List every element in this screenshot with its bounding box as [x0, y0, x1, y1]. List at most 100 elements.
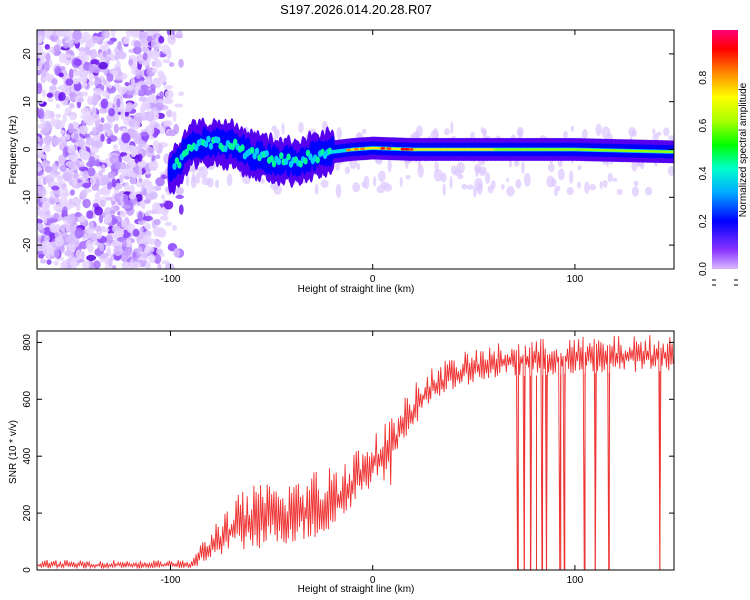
noise-blob — [49, 222, 57, 233]
signal-core — [232, 138, 238, 146]
noise-blob — [142, 52, 148, 61]
signal-core — [276, 158, 282, 166]
noise-blob — [90, 146, 99, 154]
noise-blob — [589, 183, 596, 191]
noise-blob — [73, 71, 81, 77]
spectrogram-y-tick-label: 20 — [22, 48, 33, 60]
signal-core — [208, 142, 214, 150]
noise-blob — [101, 164, 106, 173]
noise-blob — [106, 73, 114, 82]
noise-blob — [82, 198, 91, 209]
noise-blob — [107, 48, 112, 55]
spectrogram-y-tick-label: 10 — [22, 96, 33, 108]
noise-blob — [101, 187, 110, 193]
noise-blob — [87, 244, 94, 253]
noise-blob — [122, 155, 132, 161]
noise-blob — [68, 111, 77, 121]
signal-core — [286, 153, 291, 161]
noise-blob — [98, 214, 104, 224]
noise-blob — [120, 251, 129, 262]
noise-blob — [130, 145, 139, 156]
spectrogram-y-tick-label: -20 — [22, 237, 33, 252]
noise-blob — [376, 185, 386, 194]
noise-blob — [387, 158, 392, 173]
spectrogram-x-tick-label: 100 — [567, 274, 584, 285]
noise-blob — [150, 39, 157, 49]
noise-blob — [37, 218, 43, 225]
noise-blob — [115, 160, 122, 170]
noise-blob — [164, 89, 174, 99]
noise-blob — [320, 179, 329, 188]
noise-blob — [82, 72, 88, 84]
noise-blob — [72, 30, 83, 41]
noise-blob — [111, 200, 116, 206]
snr-x-tick-label: 100 — [567, 575, 584, 586]
noise-blob — [595, 123, 602, 136]
noise-blob — [131, 172, 138, 179]
noise-blob — [185, 175, 190, 187]
noise-blob — [145, 146, 155, 158]
noise-blob — [117, 71, 124, 77]
noise-blob — [69, 103, 75, 109]
noise-blob — [472, 186, 477, 198]
noise-blob — [102, 79, 107, 86]
noise-blob — [148, 160, 155, 171]
noise-blob — [141, 101, 151, 111]
noise-blob — [151, 61, 156, 67]
colorbar-tick-label: 0.8 — [698, 70, 709, 84]
noise-blob — [80, 107, 90, 116]
noise-blob — [111, 178, 117, 188]
figure-title: S197.2026.014.20.28.R07 — [280, 2, 432, 17]
noise-blob — [80, 251, 85, 259]
noise-blob — [155, 248, 163, 255]
noise-blob — [582, 128, 588, 141]
signal-core — [206, 135, 211, 143]
noise-blob — [40, 69, 47, 78]
noise-blob — [612, 177, 618, 182]
noise-blob — [106, 137, 112, 145]
noise-blob — [644, 186, 653, 196]
noise-blob — [201, 177, 211, 186]
noise-blob — [143, 215, 153, 222]
noise-blob — [89, 176, 97, 185]
noise-blob — [39, 258, 47, 264]
noise-blob — [43, 144, 48, 153]
noise-blob — [130, 177, 137, 185]
noise-blob — [159, 126, 166, 135]
noise-blob — [158, 36, 165, 44]
noise-blob — [67, 154, 76, 160]
noise-blob — [87, 167, 96, 177]
noise-blob — [37, 108, 45, 120]
noise-blob — [117, 41, 122, 50]
noise-blob — [77, 97, 84, 103]
noise-blob — [137, 246, 143, 254]
noise-blob — [123, 181, 130, 192]
noise-blob — [119, 174, 124, 184]
noise-blob — [51, 163, 58, 173]
noise-blob — [106, 113, 117, 123]
noise-blob — [107, 181, 113, 190]
noise-blob — [104, 234, 113, 244]
noise-blob — [113, 123, 119, 134]
noise-blob — [148, 253, 156, 264]
signal-peak-hot — [354, 147, 360, 151]
noise-blob — [132, 133, 143, 142]
signal-core — [264, 149, 269, 157]
noise-blob — [119, 210, 127, 218]
noise-blob — [82, 182, 92, 189]
noise-blob — [38, 59, 43, 70]
signal-core — [215, 136, 221, 144]
snr-frame — [36, 330, 675, 571]
noise-blob — [37, 185, 45, 193]
noise-blob — [121, 219, 127, 228]
noise-blob — [125, 30, 135, 38]
snr-x-label: Height of straight line (km) — [298, 584, 415, 595]
noise-blob — [77, 47, 88, 52]
noise-blob — [49, 85, 57, 91]
spectrogram-marks — [37, 30, 674, 269]
noise-blob — [87, 96, 93, 105]
signal-core — [252, 152, 257, 160]
snr-x-ticks: -100 0 100 — [160, 331, 584, 586]
noise-blob — [178, 204, 184, 215]
noise-blob — [46, 259, 52, 265]
